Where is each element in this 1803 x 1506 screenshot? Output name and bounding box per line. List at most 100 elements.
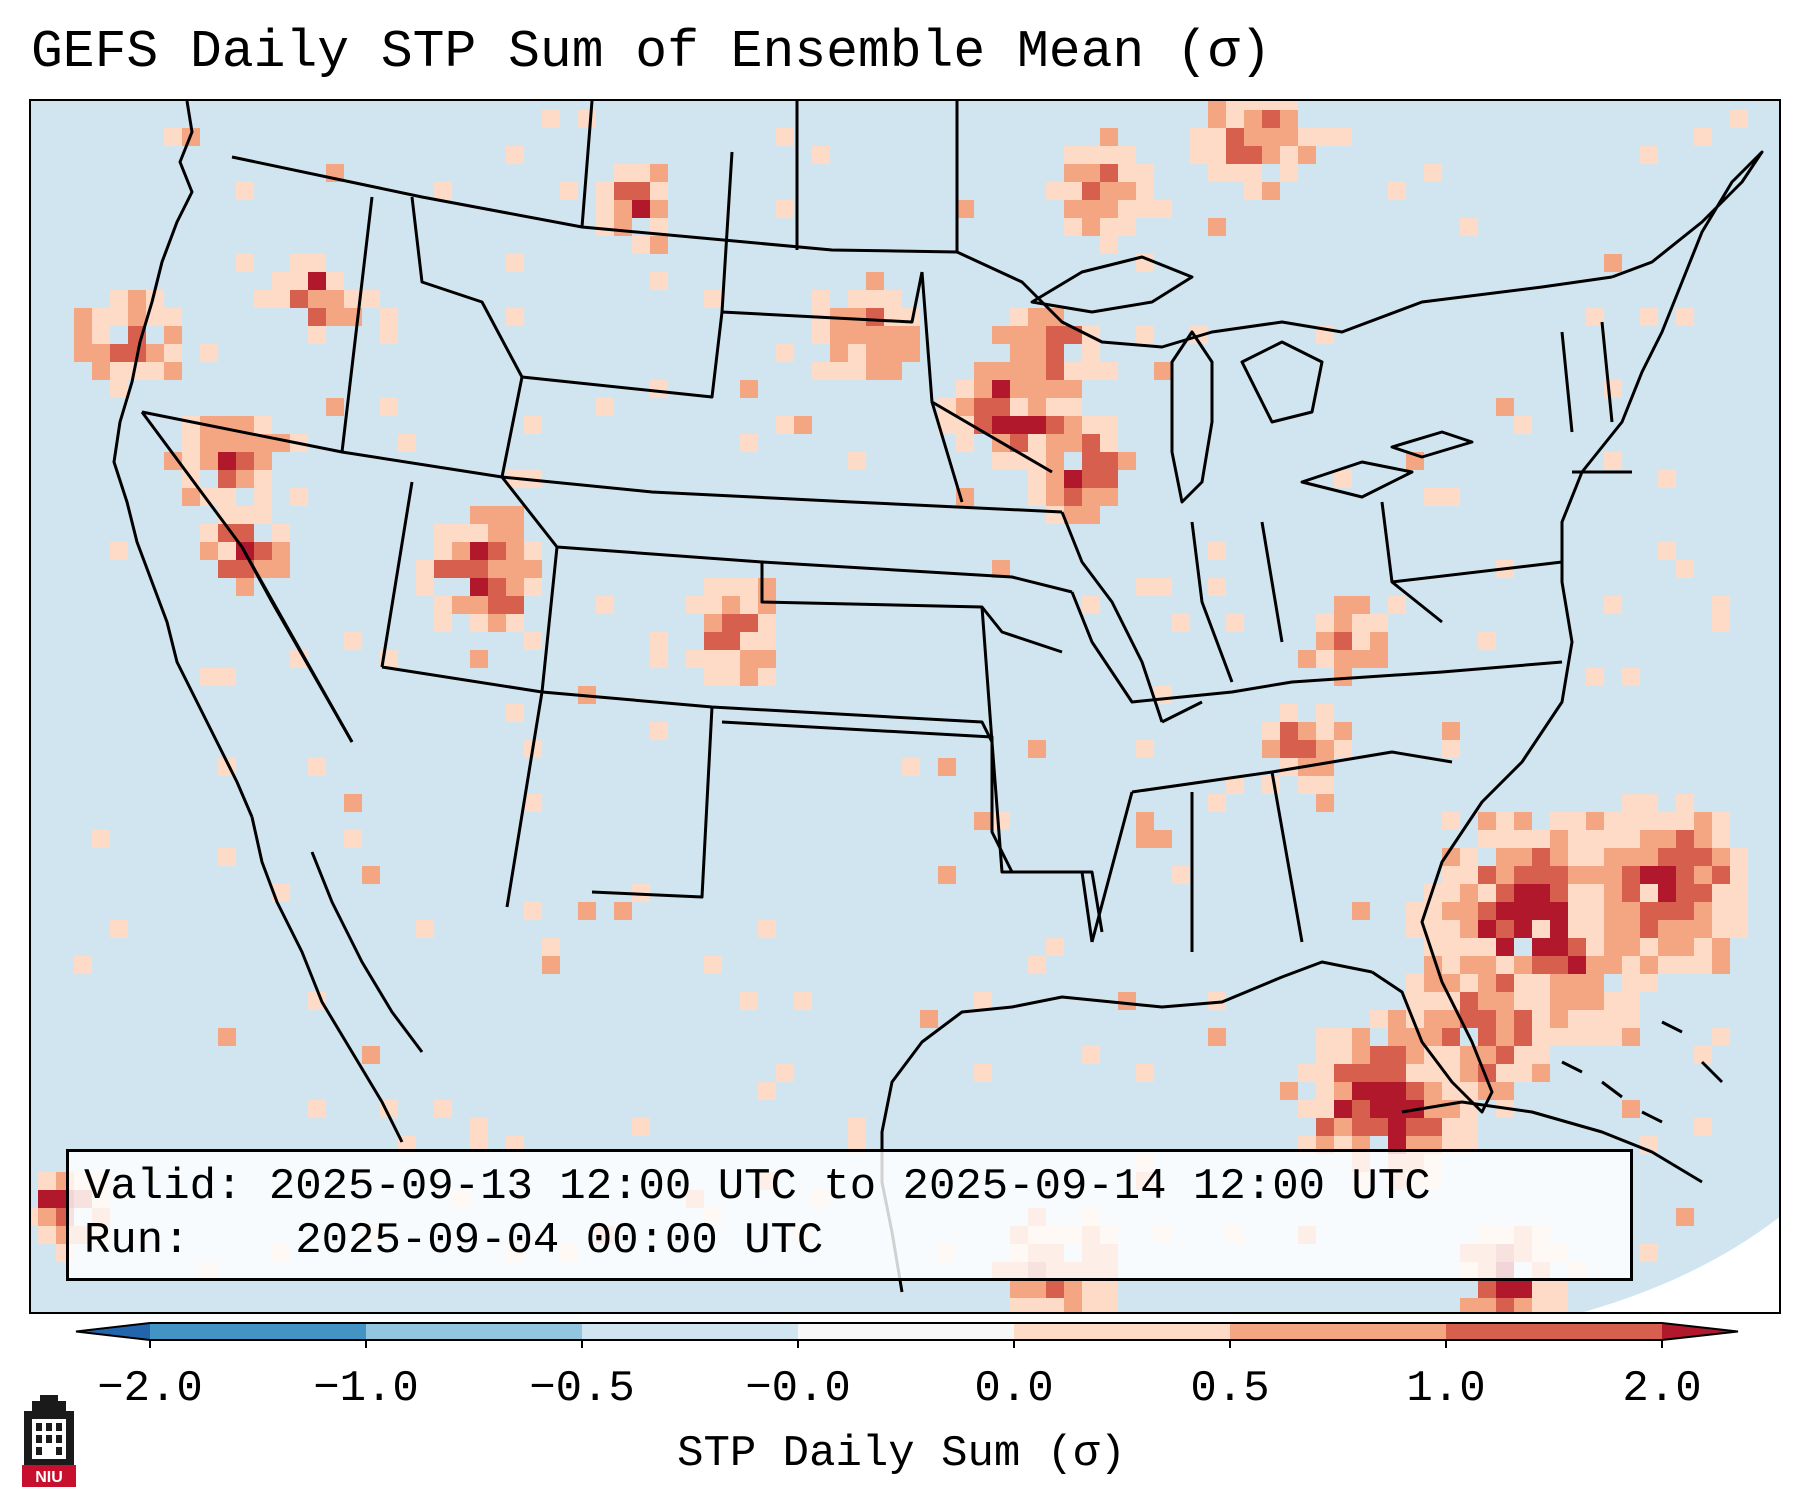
anomaly-cell [1514,1280,1532,1298]
anomaly-cell [164,452,182,470]
anomaly-cell [1316,1046,1334,1064]
anomaly-cell [1658,470,1676,488]
anomaly-cell [1640,812,1658,830]
anomaly-cell [1640,866,1658,884]
anomaly-cell [1280,740,1298,758]
anomaly-cell [110,344,128,362]
anomaly-cell [1082,182,1100,200]
anomaly-cell [1046,344,1064,362]
anomaly-cell [1442,740,1460,758]
anomaly-cell [1262,101,1280,110]
anomaly-cell [1010,398,1028,416]
anomaly-cell [218,434,236,452]
colorbar-tick-label: 1.0 [1406,1364,1485,1414]
anomaly-cell [416,920,434,938]
anomaly-cell [848,290,866,308]
anomaly-cell [344,632,362,650]
anomaly-cell [1406,1118,1424,1136]
anomaly-cell [1640,956,1658,974]
anomaly-cell [506,146,524,164]
anomaly-cell [362,1046,380,1064]
anomaly-cell [1154,200,1172,218]
anomaly-cell [1154,686,1172,704]
anomaly-cell [506,578,524,596]
anomaly-cell [1604,812,1622,830]
colorbar-tick-label: 0.0 [974,1364,1053,1414]
anomaly-cell [1658,938,1676,956]
anomaly-cell [1298,128,1316,146]
anomaly-cell [1298,146,1316,164]
anomaly-cell [1586,884,1604,902]
cuba-coastline [1401,1100,1703,1184]
anomaly-cell [812,146,830,164]
anomaly-cell [1676,956,1694,974]
anomaly-cell [1550,1028,1568,1046]
anomaly-cell [1550,812,1568,830]
anomaly-cell [650,272,668,290]
anomaly-cell [1442,920,1460,938]
anomaly-cell [740,632,758,650]
lake-huron [1240,340,1324,424]
anomaly-cell [1352,1100,1370,1118]
anomaly-cell [704,668,722,686]
anomaly-cell [1100,146,1118,164]
anomaly-cell [110,920,128,938]
anomaly-cell [1064,380,1082,398]
anomaly-cell [1082,164,1100,182]
anomaly-cell [470,560,488,578]
anomaly-cell [1064,218,1082,236]
anomaly-cell [1406,1046,1424,1064]
anomaly-cell [1082,434,1100,452]
anomaly-cell [272,434,290,452]
anomaly-cell [740,650,758,668]
anomaly-cell [758,1082,776,1100]
anomaly-cell [1316,1100,1334,1118]
anomaly-cell [1442,884,1460,902]
anomaly-cell [1100,128,1118,146]
anomaly-cell [1244,146,1262,164]
anomaly-cell [650,200,668,218]
anomaly-cell [794,416,812,434]
anomaly-cell [308,326,326,344]
anomaly-cell [776,128,794,146]
anomaly-cell [1226,110,1244,128]
anomaly-cell [1712,938,1730,956]
anomaly-cell [488,596,506,614]
anomaly-cell [1730,920,1748,938]
colorbar-tick-label: −0.5 [529,1364,635,1414]
anomaly-cell [1082,146,1100,164]
anomaly-cell [740,992,758,1010]
anomaly-cell [1064,1298,1082,1312]
anomaly-cell [1064,200,1082,218]
anomaly-cell [506,542,524,560]
anomaly-cell [1046,1280,1064,1298]
anomaly-cell [182,434,200,452]
anomaly-cell [524,632,542,650]
anomaly-cell [200,542,218,560]
anomaly-cell [1118,992,1136,1010]
anomaly-cell [866,272,884,290]
anomaly-cell [1388,182,1406,200]
anomaly-cell [1082,200,1100,218]
anomaly-cell [1406,992,1424,1010]
colorbar-tick-label: 0.5 [1190,1364,1269,1414]
anomaly-cell [1478,1028,1496,1046]
anomaly-cell [1064,434,1082,452]
anomaly-cell [308,308,326,326]
anomaly-cell [1550,956,1568,974]
anomaly-cell [1478,902,1496,920]
anomaly-cell [1640,974,1658,992]
anomaly-cell [416,578,434,596]
anomaly-cell [1100,164,1118,182]
anomaly-cell [1514,920,1532,938]
anomaly-cell [1082,416,1100,434]
anomaly-cell [1370,1100,1388,1118]
anomaly-cell [1298,722,1316,740]
anomaly-cell [938,416,956,434]
anomaly-cell [1604,956,1622,974]
anomaly-cell [902,326,920,344]
anomaly-cell [1460,956,1478,974]
anomaly-cell [38,1172,56,1190]
anomaly-cell [1496,1046,1514,1064]
anomaly-cell [182,488,200,506]
